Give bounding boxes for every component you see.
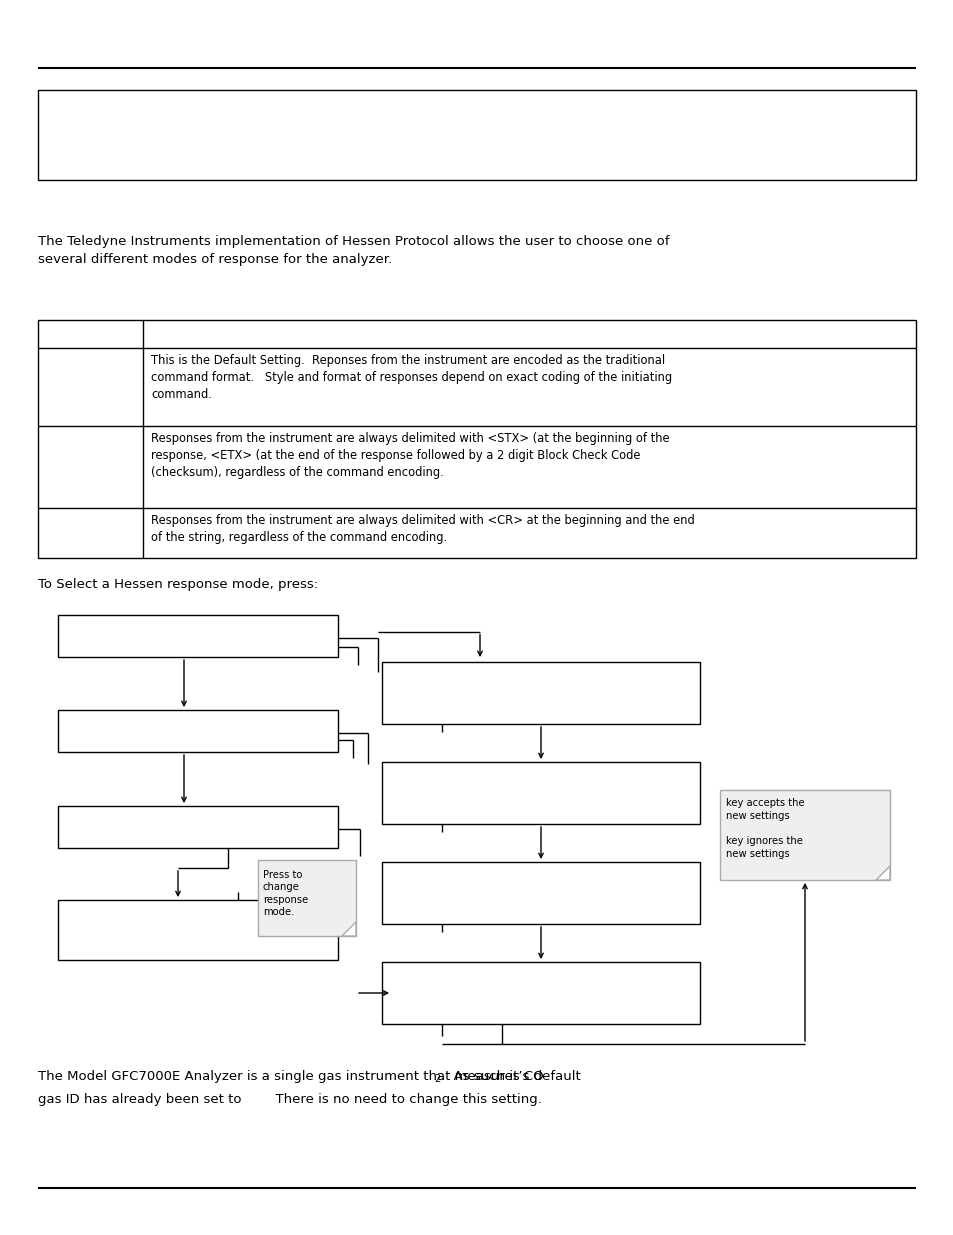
Bar bbox=[381, 762, 700, 824]
Bar bbox=[58, 710, 337, 752]
Bar bbox=[381, 662, 700, 724]
Bar bbox=[38, 320, 915, 558]
FancyBboxPatch shape bbox=[720, 790, 889, 881]
Text: The Teledyne Instruments implementation of Hessen Protocol allows the user to ch: The Teledyne Instruments implementation … bbox=[38, 235, 669, 267]
Text: This is the Default Setting.  Reponses from the instrument are encoded as the tr: This is the Default Setting. Reponses fr… bbox=[151, 354, 672, 401]
Text: Responses from the instrument are always delimited with <STX> (at the beginning : Responses from the instrument are always… bbox=[151, 432, 669, 479]
FancyBboxPatch shape bbox=[257, 860, 355, 936]
Text: Press to
change
response
mode.: Press to change response mode. bbox=[263, 869, 308, 918]
Text: The Model GFC7000E Analyzer is a single gas instrument that measures CO: The Model GFC7000E Analyzer is a single … bbox=[38, 1070, 543, 1083]
Text: Responses from the instrument are always delimited with <CR> at the beginning an: Responses from the instrument are always… bbox=[151, 514, 694, 545]
Bar bbox=[381, 862, 700, 924]
Bar bbox=[58, 806, 337, 848]
Bar bbox=[381, 962, 700, 1024]
Text: gas ID has already been set to        There is no need to change this setting.: gas ID has already been set to There is … bbox=[38, 1093, 541, 1107]
Text: To Select a Hessen response mode, press:: To Select a Hessen response mode, press: bbox=[38, 578, 317, 592]
Text: key accepts the
new settings

key ignores the
new settings: key accepts the new settings key ignores… bbox=[725, 798, 803, 860]
Bar bbox=[38, 90, 915, 180]
Text: 2: 2 bbox=[434, 1074, 440, 1084]
Bar bbox=[58, 900, 337, 960]
Text: .  As such it’s default: . As such it’s default bbox=[440, 1070, 580, 1083]
Polygon shape bbox=[341, 923, 355, 936]
Bar bbox=[58, 615, 337, 657]
Polygon shape bbox=[875, 866, 889, 881]
